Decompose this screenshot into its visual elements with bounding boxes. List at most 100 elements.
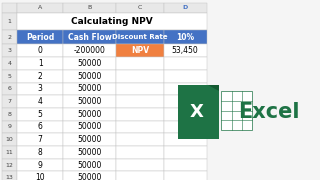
Text: 50000: 50000 (77, 59, 102, 68)
Bar (2, 30, 17, 44)
Text: -200000: -200000 (74, 46, 106, 55)
Bar (2, 171, 17, 180)
Bar (2, 3, 17, 13)
Bar (17, 108, 63, 121)
Bar (2, 121, 17, 133)
Text: 9: 9 (38, 161, 43, 170)
Bar (63, 171, 116, 180)
Text: Calculating NPV: Calculating NPV (71, 17, 153, 26)
Bar (17, 95, 63, 108)
Bar (116, 3, 164, 13)
Text: 7: 7 (7, 99, 11, 104)
Text: 6: 6 (38, 122, 43, 131)
Text: 50000: 50000 (77, 135, 102, 144)
Bar (116, 108, 164, 121)
Text: 3: 3 (7, 48, 11, 53)
Polygon shape (208, 85, 219, 91)
Bar (164, 95, 207, 108)
Bar (17, 3, 63, 13)
Bar (17, 171, 63, 180)
Bar (17, 44, 63, 57)
Bar (116, 133, 164, 146)
Bar (164, 30, 207, 44)
Text: 53,450: 53,450 (172, 46, 198, 55)
Text: 1: 1 (7, 19, 11, 24)
Bar (2, 82, 17, 95)
Bar (164, 82, 207, 95)
Text: 2: 2 (7, 35, 11, 40)
Bar (164, 159, 207, 171)
Bar (164, 44, 207, 57)
Bar (17, 13, 207, 30)
Text: C: C (138, 5, 142, 10)
Bar (164, 146, 207, 159)
Text: 50000: 50000 (77, 110, 102, 119)
Bar (116, 30, 164, 44)
Bar (63, 44, 116, 57)
Bar (63, 146, 116, 159)
Bar (17, 70, 63, 82)
Bar (116, 44, 164, 57)
Bar (2, 133, 17, 146)
Bar (17, 159, 63, 171)
Text: 9: 9 (7, 124, 11, 129)
Bar (2, 13, 17, 30)
Bar (17, 133, 63, 146)
Bar (164, 108, 207, 121)
Bar (116, 146, 164, 159)
Bar (2, 44, 17, 57)
Text: Cash Flow: Cash Flow (68, 33, 112, 42)
Bar (116, 159, 164, 171)
Text: 12: 12 (5, 163, 13, 168)
Bar (164, 57, 207, 70)
Bar (2, 159, 17, 171)
Bar (63, 70, 116, 82)
Text: 3: 3 (38, 84, 43, 93)
Bar (164, 171, 207, 180)
Text: NPV: NPV (131, 46, 149, 55)
Text: D: D (182, 5, 188, 10)
Text: A: A (38, 5, 42, 10)
Text: 6: 6 (7, 86, 11, 91)
Text: 1: 1 (38, 59, 43, 68)
Text: 5: 5 (7, 74, 11, 79)
Bar (17, 121, 63, 133)
Bar (63, 30, 116, 44)
Bar (2, 57, 17, 70)
Text: 50000: 50000 (77, 173, 102, 180)
Bar (178, 85, 219, 139)
Text: 50000: 50000 (77, 72, 102, 81)
Bar (17, 146, 63, 159)
Bar (164, 3, 207, 13)
Text: Excel: Excel (238, 102, 300, 122)
Bar (116, 171, 164, 180)
Bar (63, 57, 116, 70)
Bar (63, 159, 116, 171)
Bar (2, 146, 17, 159)
Text: 50000: 50000 (77, 148, 102, 157)
Bar (164, 70, 207, 82)
Bar (17, 30, 63, 44)
Bar (63, 108, 116, 121)
Bar (116, 121, 164, 133)
Text: X: X (189, 103, 203, 121)
Text: Period: Period (26, 33, 54, 42)
Bar (63, 95, 116, 108)
Bar (116, 82, 164, 95)
Bar (63, 121, 116, 133)
Text: 50000: 50000 (77, 84, 102, 93)
Text: 50000: 50000 (77, 97, 102, 106)
Text: 5: 5 (38, 110, 43, 119)
Bar (164, 121, 207, 133)
Text: 2: 2 (38, 72, 43, 81)
Bar (116, 70, 164, 82)
Bar (2, 108, 17, 121)
Text: Discount Rate: Discount Rate (112, 34, 168, 40)
Bar (17, 82, 63, 95)
Bar (63, 3, 116, 13)
Text: 50000: 50000 (77, 122, 102, 131)
Text: 13: 13 (5, 175, 13, 180)
Bar (63, 82, 116, 95)
Text: 4: 4 (38, 97, 43, 106)
Bar (116, 95, 164, 108)
